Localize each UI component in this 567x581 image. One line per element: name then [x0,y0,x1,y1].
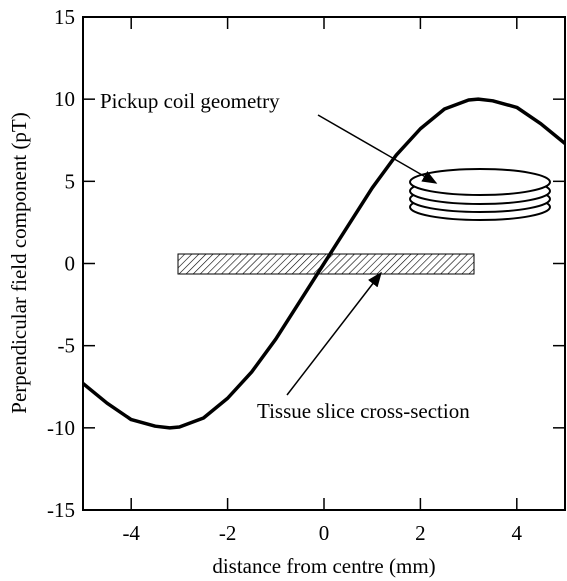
y-tick-label: -15 [47,498,75,522]
x-tick-label: -4 [122,521,140,545]
y-tick-label: 10 [54,87,75,111]
y-tick-label: 5 [65,169,76,193]
x-tick-label: 0 [319,521,330,545]
x-tick-label: 4 [512,521,523,545]
annotation: Pickup coil geometry [100,89,280,113]
y-tick-label: -5 [58,334,76,358]
y-tick-label: -10 [47,416,75,440]
y-tick-label: 0 [65,252,76,276]
tissue-slice [177,253,475,275]
data-line [83,97,565,430]
annotation: Tissue slice cross-section [257,399,470,423]
x-axis-label: distance from centre (mm) [212,554,435,578]
y-axis-label: Perpendicular field component (pT) [7,112,31,413]
x-tick-label: -2 [219,521,237,545]
y-tick-label: 15 [54,5,75,29]
coil-arrow [317,114,438,184]
x-tick-label: 2 [415,521,426,545]
pickup-coil [409,168,551,221]
slice-arrow [286,271,382,396]
